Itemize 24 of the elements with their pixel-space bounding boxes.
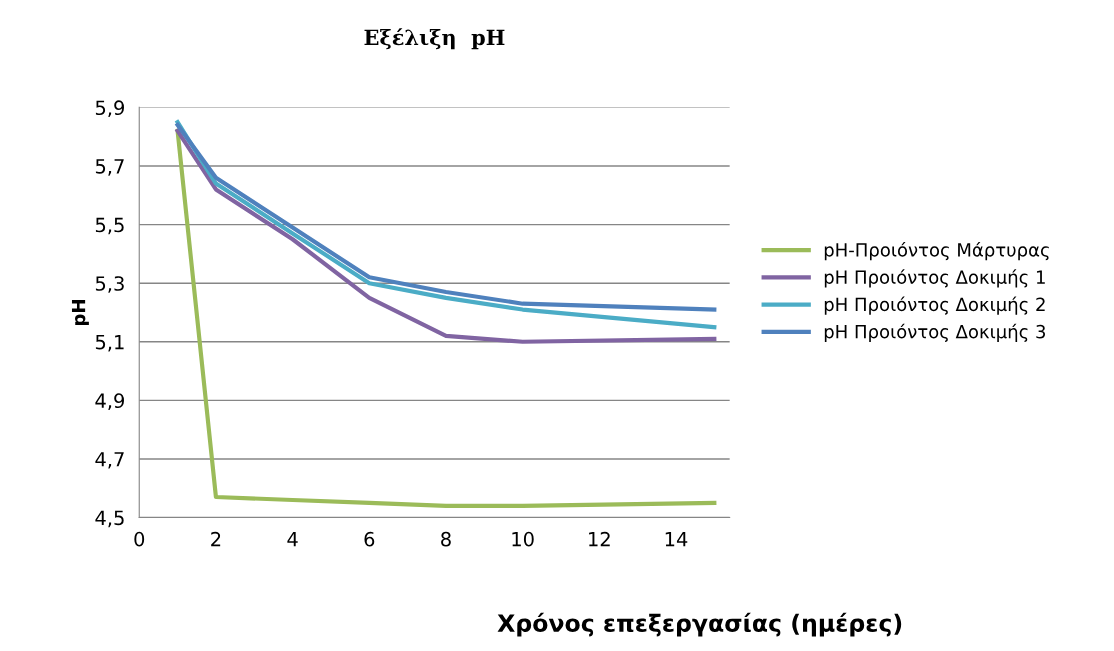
legend-label: pH Προιόντος Δοκιμής 3 (824, 323, 1046, 342)
line-series (175, 128, 717, 508)
y-tick-label: 5,9 (95, 100, 124, 118)
chart-title: Εξέλιξη pH (364, 28, 505, 50)
x-tick-label: 10 (512, 531, 534, 547)
y-tick-label: 4,9 (95, 393, 124, 411)
x-axis-title: Χρόνος επεξεργασίας (ημέρες) (497, 612, 902, 637)
x-tick-label: 14 (665, 532, 688, 547)
y-tick-label: 5,1 (95, 334, 124, 352)
legend-label: pH-Προιόντος Μάρτυρας (824, 241, 1049, 261)
x-tick-label: 0 (134, 531, 145, 547)
x-tick-label: 8 (441, 531, 451, 547)
legend-label: pH Προιόντος Δοκιμής 2 (824, 296, 1045, 315)
y-tick-label: 5,3 (95, 276, 124, 293)
legend-label: pH Προιόντος Δοκιμής 1 (824, 269, 1045, 288)
y-tick-label: 5,7 (95, 159, 124, 176)
y-tick-label: 5,5 (95, 217, 124, 235)
x-tick-label: 2 (211, 531, 221, 547)
x-tick-label: 4 (287, 532, 298, 547)
x-tick-label: 12 (589, 531, 610, 547)
x-tick-label: 6 (364, 531, 375, 547)
y-tick-label: 4,7 (95, 452, 124, 469)
y-tick-label: 4,5 (95, 510, 124, 528)
y-axis-title: pH (71, 300, 89, 325)
